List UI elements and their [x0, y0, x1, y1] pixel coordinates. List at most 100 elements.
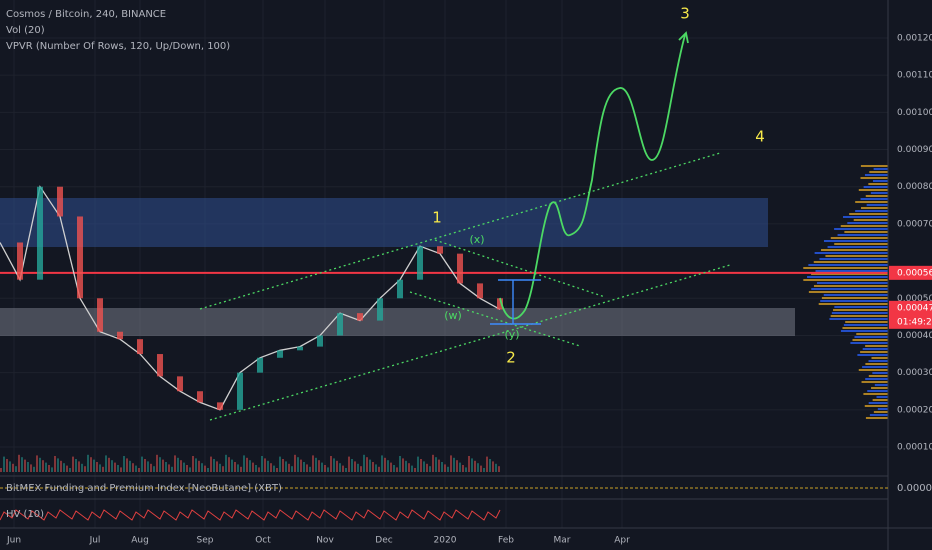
- indicator: VPVR (Number Of Rows, 120, Up/Down, 100): [6, 41, 230, 52]
- profile-bar: [840, 330, 888, 332]
- time-tick: Feb: [498, 536, 514, 546]
- pane-title: BitMEX Funding and Premium Index [NeoBut…: [6, 483, 282, 494]
- wave-label: (w): [444, 309, 462, 322]
- volume-bar: [429, 466, 431, 472]
- volume-bar: [3, 456, 5, 472]
- time-tick: Aug: [131, 536, 149, 546]
- volume-bar: [294, 454, 296, 472]
- profile-bar: [856, 333, 888, 335]
- volume-bar: [288, 463, 290, 472]
- volume-bar: [495, 463, 497, 472]
- volume-bar: [345, 468, 347, 472]
- volume-bar: [342, 465, 344, 472]
- volume-bar: [60, 460, 62, 472]
- wave-label: 4: [755, 128, 765, 146]
- profile-bar: [820, 300, 888, 302]
- candle: [417, 246, 423, 280]
- profile-bar: [833, 309, 888, 311]
- profile-bar: [864, 405, 888, 407]
- symbol: Cosmos / Bitcoin, 240, BINANCE: [6, 9, 166, 20]
- profile-bar: [825, 255, 888, 257]
- candle: [37, 186, 43, 280]
- profile-bar: [867, 390, 888, 392]
- candle: [137, 339, 143, 355]
- volume-bar: [48, 465, 50, 472]
- volume-bar: [33, 466, 35, 472]
- profile-bar: [807, 276, 888, 278]
- profile-bar: [868, 402, 888, 404]
- volume-bar: [486, 456, 488, 472]
- volume-bar: [222, 466, 224, 472]
- profile-bar: [808, 264, 888, 266]
- profile-bar: [873, 168, 888, 170]
- volume-bar: [21, 457, 23, 472]
- price-badge: [889, 300, 932, 329]
- volume-bar: [198, 460, 200, 472]
- volume-bar: [273, 465, 275, 472]
- volume-bar: [312, 455, 314, 472]
- volume-bar: [42, 460, 44, 472]
- profile-bar: [823, 294, 888, 296]
- volume-bar: [297, 457, 299, 472]
- volume-bar: [231, 459, 233, 472]
- volume-bar: [186, 465, 188, 472]
- profile-bar: [860, 207, 888, 209]
- volume-bar: [420, 459, 422, 472]
- volume-bar: [435, 457, 437, 472]
- volume-bar: [54, 456, 56, 472]
- volume-bar: [120, 467, 122, 472]
- hv-line: [0, 509, 501, 521]
- volume-bar: [207, 468, 209, 472]
- profile-bar: [862, 348, 888, 350]
- volume-bar: [444, 464, 446, 472]
- volume-bar: [318, 460, 320, 472]
- candle: [17, 242, 23, 280]
- volume-bar: [282, 459, 284, 472]
- profile-bar: [853, 219, 888, 221]
- profile-bar: [871, 357, 888, 359]
- volume-bar: [114, 462, 116, 472]
- volume-bar: [465, 467, 467, 472]
- volume-bar: [102, 466, 104, 472]
- volume-bar: [432, 454, 434, 472]
- volume-bar: [108, 457, 110, 472]
- volume-bar: [414, 468, 416, 472]
- profile-bar: [870, 192, 888, 194]
- profile-bar: [834, 243, 888, 245]
- candle: [337, 313, 343, 336]
- profile-bar: [821, 297, 888, 299]
- profile-bar: [843, 324, 888, 326]
- volume-bar: [360, 466, 362, 472]
- volume-bar: [372, 462, 374, 472]
- profile-bar: [858, 189, 888, 191]
- volume-bar: [384, 457, 386, 472]
- volume-bar: [192, 456, 194, 472]
- volume-bar: [462, 465, 464, 472]
- volume-bar: [90, 457, 92, 472]
- volume-bar: [87, 454, 89, 472]
- volume-bar: [339, 463, 341, 472]
- volume-bar: [9, 461, 11, 472]
- volume-bar: [216, 461, 218, 472]
- demand-zone: [0, 308, 795, 336]
- volume-bar: [177, 457, 179, 472]
- profile-bar: [831, 312, 888, 314]
- profile-bar: [868, 183, 888, 185]
- volume-bar: [276, 468, 278, 472]
- profile-bar: [811, 288, 888, 290]
- candle: [477, 283, 483, 299]
- profile-bar: [840, 225, 888, 227]
- time-tick: Jul: [89, 536, 101, 546]
- volume-bar: [93, 459, 95, 472]
- profile-bar: [866, 204, 888, 206]
- volume-bar: [75, 459, 77, 472]
- volume-bar: [69, 468, 71, 472]
- volume-bar: [453, 457, 455, 472]
- profile-bar: [865, 417, 888, 419]
- pane-tick: 0.0000000: [897, 483, 932, 494]
- candle: [217, 402, 223, 410]
- profile-bar: [827, 246, 888, 248]
- profile-bar: [829, 318, 888, 320]
- volume-bar: [324, 465, 326, 472]
- profile-bar: [821, 249, 888, 251]
